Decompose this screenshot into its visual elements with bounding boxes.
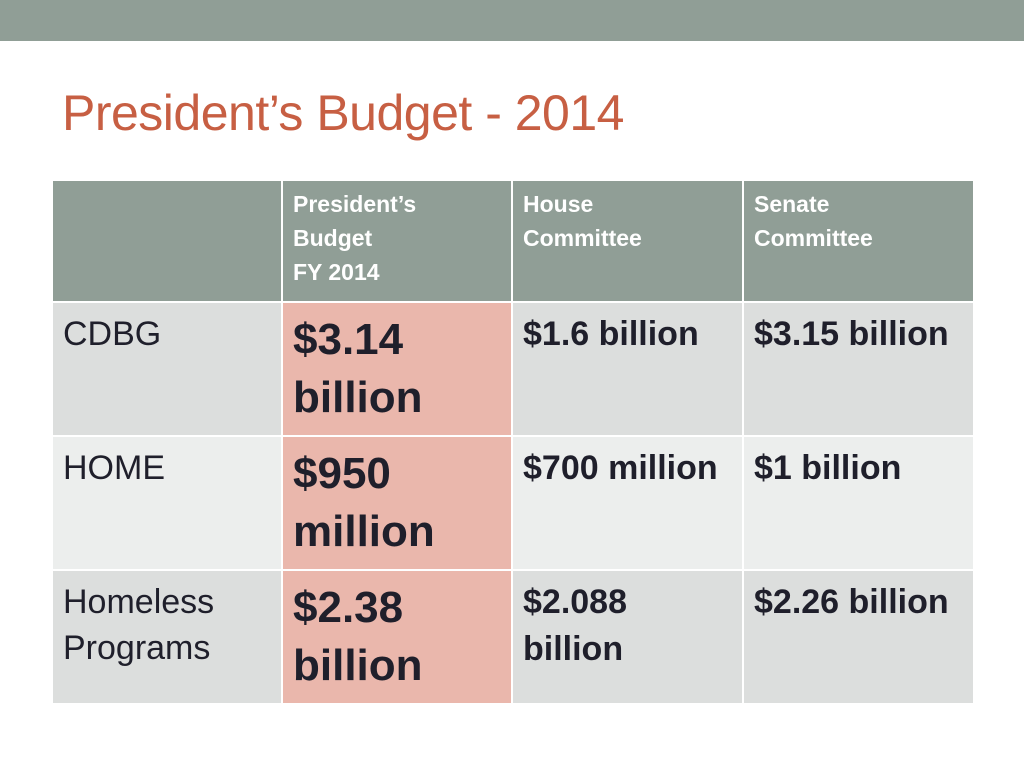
header-cell-senate-committee: Senate Committee xyxy=(742,179,975,303)
presidents-budget-value: $2.38 billion xyxy=(281,569,513,705)
table-row-homeless-programs: Homeless Programs $2.38 billion $2.088 b… xyxy=(51,569,975,705)
senate-committee-value: $3.15 billion xyxy=(742,301,975,437)
slide-title: President’s Budget - 2014 xyxy=(62,85,624,141)
header-line: House xyxy=(523,191,594,217)
senate-committee-value: $2.26 billion xyxy=(742,569,975,705)
presidents-budget-value: $950 million xyxy=(281,435,513,571)
top-accent-bar xyxy=(0,0,1024,41)
senate-committee-value: $1 billion xyxy=(742,435,975,571)
header-line: President’s xyxy=(293,191,417,217)
row-label: HOME xyxy=(51,435,283,571)
house-committee-value: $2.088 billion xyxy=(511,569,744,705)
table-header-row: President’s Budget FY 2014 House Committ… xyxy=(51,179,975,303)
presidents-budget-value: $3.14 billion xyxy=(281,301,513,437)
header-line: Committee xyxy=(754,225,873,251)
header-cell-empty xyxy=(51,179,283,303)
table-row-home: HOME $950 million $700 million $1 billio… xyxy=(51,435,975,571)
row-label: CDBG xyxy=(51,301,283,437)
budget-table: President’s Budget FY 2014 House Committ… xyxy=(51,179,975,705)
table-row-cdbg: CDBG $3.14 billion $1.6 billion $3.15 bi… xyxy=(51,301,975,437)
house-committee-value: $1.6 billion xyxy=(511,301,744,437)
row-label: Homeless Programs xyxy=(51,569,283,705)
header-line: FY 2014 xyxy=(293,259,380,285)
header-line: Committee xyxy=(523,225,642,251)
header-line: Senate xyxy=(754,191,830,217)
header-line: Budget xyxy=(293,225,373,251)
header-cell-house-committee: House Committee xyxy=(511,179,744,303)
house-committee-value: $700 million xyxy=(511,435,744,571)
header-cell-presidents-budget: President’s Budget FY 2014 xyxy=(281,179,513,303)
